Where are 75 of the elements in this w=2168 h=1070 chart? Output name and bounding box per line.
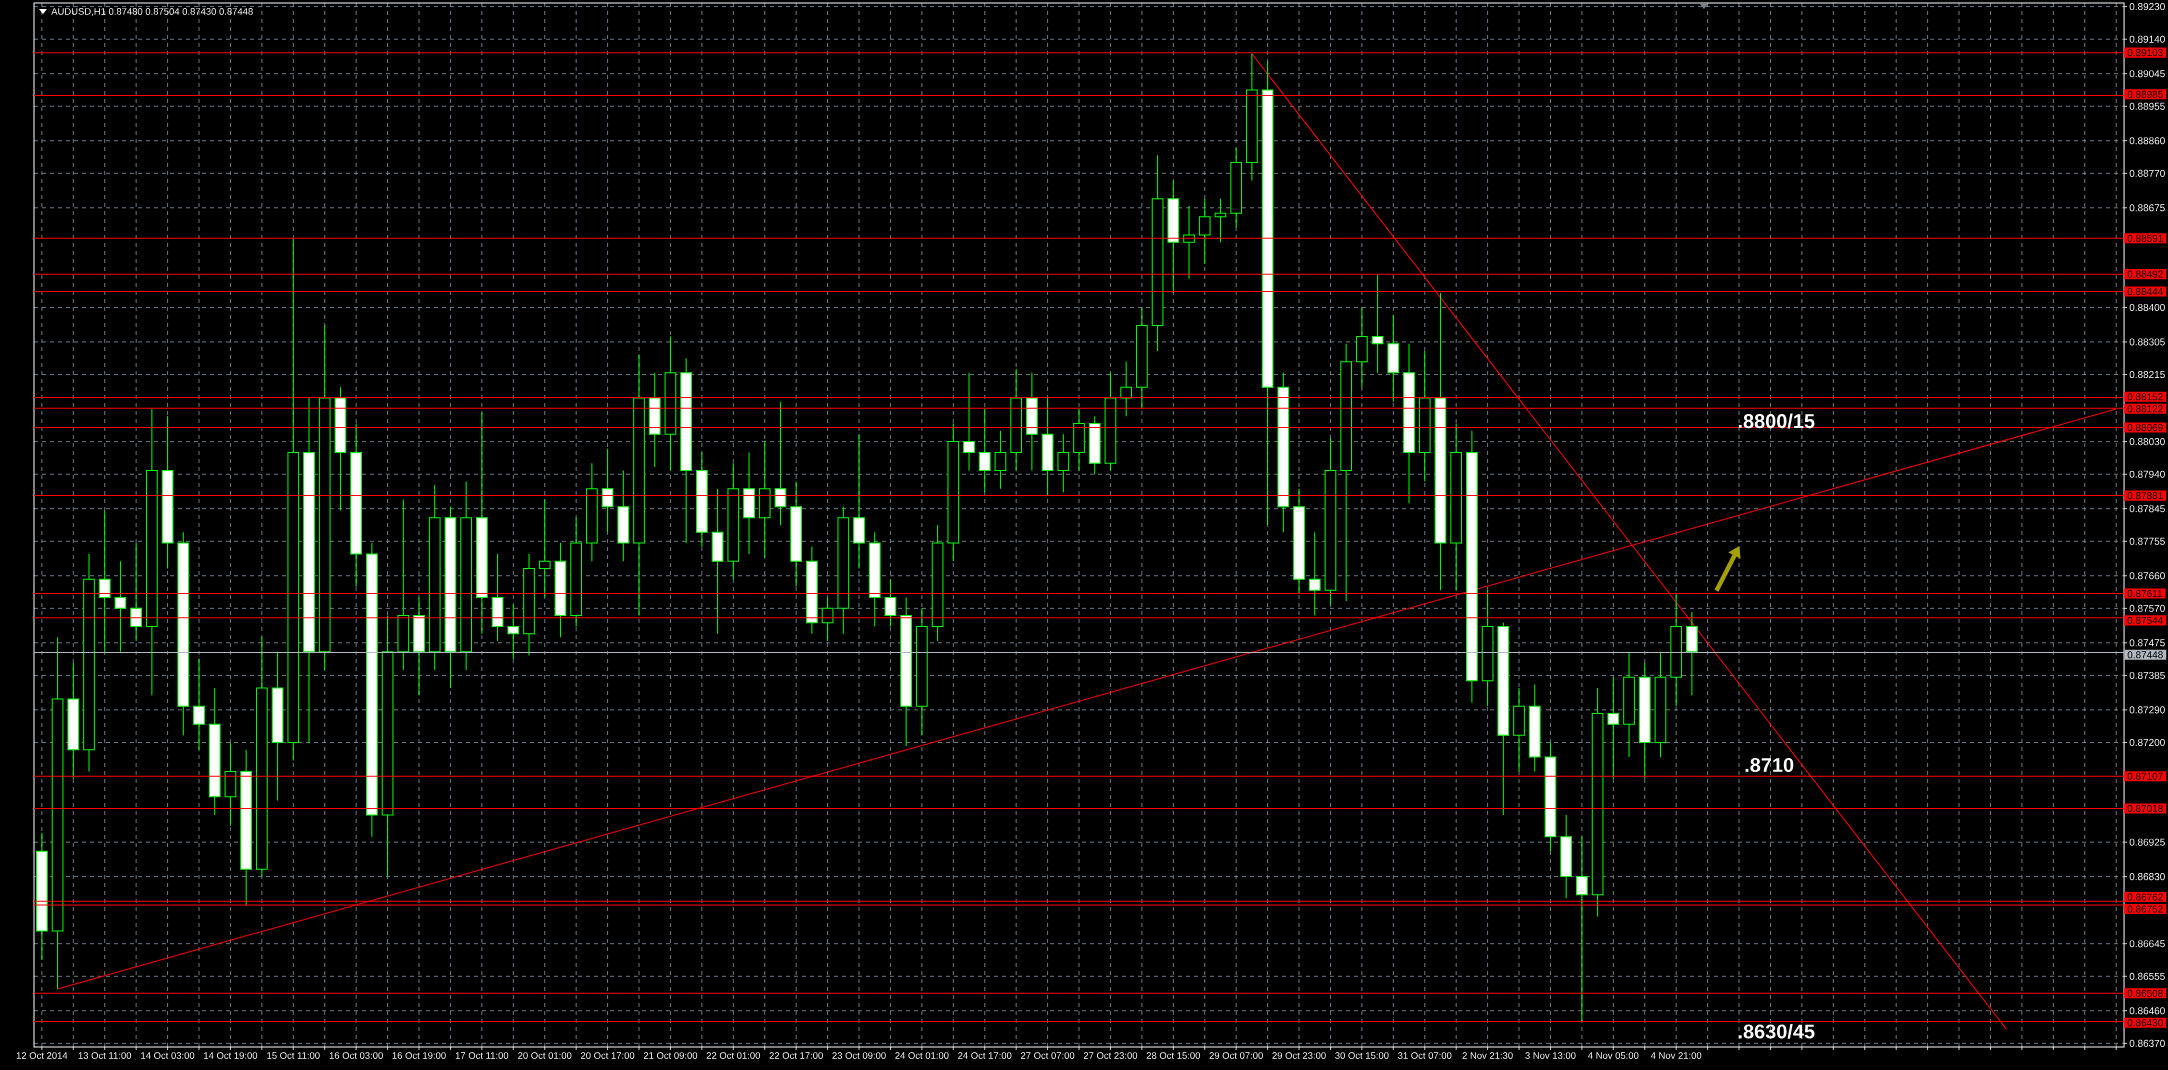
x-tick-label: 23 Oct 09:00 <box>832 1052 886 1059</box>
x-tick-label: 20 Oct 17:00 <box>580 1052 635 1059</box>
y-tick-label: 0.86830 <box>2129 873 2165 881</box>
x-tick-label: 4 Nov 21:00 <box>1650 1052 1702 1059</box>
y-tick-label: 0.89045 <box>2129 70 2165 78</box>
y-tick-label: 0.88675 <box>2129 204 2165 212</box>
chart-title: AUDUSD,H1 0.87480 0.87504 0.87430 0.87448 <box>51 8 253 16</box>
ref-line-label: 0.87544 <box>2127 616 2163 624</box>
ref-line-label: 0.87448 <box>2127 651 2163 659</box>
y-tick-label: 0.86645 <box>2129 940 2165 948</box>
y-tick-label: 0.86555 <box>2129 972 2165 980</box>
x-tick-label: 16 Oct 03:00 <box>329 1052 383 1059</box>
ref-line-label: 0.88985 <box>2127 90 2163 98</box>
ref-line-label: 0.86752 <box>2127 905 2163 913</box>
ref-line-label: 0.88069 <box>2127 423 2163 431</box>
y-tick-label: 0.87940 <box>2129 470 2165 478</box>
x-tick-label: 22 Oct 01:00 <box>706 1052 761 1059</box>
x-tick-label: 30 Oct 15:00 <box>1335 1052 1389 1059</box>
y-tick-label: 0.88030 <box>2129 438 2165 446</box>
x-tick-label: 27 Oct 07:00 <box>1020 1052 1075 1059</box>
ref-line-label: 0.87611 <box>2127 589 2163 598</box>
x-tick-label: 29 Oct 23:00 <box>1272 1052 1326 1059</box>
x-tick-label: 12 Oct 2014 <box>16 1052 68 1059</box>
ref-line-label: 0.88591 <box>2127 234 2163 242</box>
x-tick-label: 16 Oct 19:00 <box>392 1052 446 1059</box>
y-tick-label: 0.87755 <box>2129 537 2165 545</box>
annotation: .8630/45 <box>1738 1023 1815 1039</box>
y-tick-label: 0.87290 <box>2129 706 2165 714</box>
x-tick-label: 24 Oct 01:00 <box>895 1052 949 1059</box>
y-tick-label: 0.87200 <box>2129 738 2165 747</box>
annotation: .8800/15 <box>1738 413 1815 429</box>
x-tick-label: 24 Oct 17:00 <box>958 1052 1012 1059</box>
y-tick-label: 0.87845 <box>2129 505 2165 513</box>
y-tick-label: 0.89230 <box>2129 3 2165 11</box>
x-tick-label: 28 Oct 15:00 <box>1146 1052 1201 1059</box>
y-tick-label: 0.88400 <box>2129 303 2165 312</box>
y-tick-label: 0.88955 <box>2129 102 2165 110</box>
y-tick-label: 0.86460 <box>2129 1007 2165 1015</box>
x-tick-label: 29 Oct 07:00 <box>1209 1052 1263 1059</box>
ref-line-label: 0.87881 <box>2127 492 2163 500</box>
ref-line-label: 0.88152 <box>2127 393 2163 401</box>
y-tick-label: 0.86925 <box>2129 838 2165 846</box>
x-tick-label: 4 Nov 05:00 <box>1588 1052 1639 1059</box>
x-tick-label: 14 Oct 19:00 <box>204 1052 258 1059</box>
y-tick-label: 0.86370 <box>2129 1039 2165 1047</box>
x-tick-label: 22 Oct 17:00 <box>769 1052 823 1059</box>
y-tick-label: 0.89140 <box>2129 35 2165 43</box>
annotation: .8710 <box>1745 757 1794 773</box>
x-tick-label: 14 Oct 03:00 <box>141 1052 195 1059</box>
y-tick-label: 0.88860 <box>2129 137 2165 145</box>
x-tick-label: 21 Oct 09:00 <box>643 1052 698 1059</box>
x-tick-label: 13 Oct 11:00 <box>78 1052 132 1059</box>
ref-line-label: 0.86762 <box>2127 893 2163 901</box>
y-tick-label: 0.87475 <box>2129 639 2165 647</box>
ref-line-label: 0.88444 <box>2127 288 2163 296</box>
y-tick-label: 0.88305 <box>2129 338 2165 346</box>
x-tick-label: 2 Nov 21:30 <box>1462 1052 1513 1059</box>
ref-line-label: 0.88492 <box>2127 270 2163 278</box>
ref-line-label: 0.89103 <box>2127 49 2163 57</box>
ref-line-label: 0.86430 <box>2127 1019 2163 1027</box>
x-tick-label: 15 Oct 11:00 <box>267 1052 320 1059</box>
ref-line-label: 0.87018 <box>2127 804 2163 812</box>
y-tick-label: 0.87385 <box>2129 671 2165 679</box>
ref-line-label: 0.86508 <box>2127 989 2163 997</box>
ref-line-label: 0.87107 <box>2127 772 2163 780</box>
x-tick-label: 20 Oct 01:00 <box>518 1052 572 1059</box>
y-tick-label: 0.88215 <box>2129 371 2165 379</box>
ref-line-label: 0.88122 <box>2127 405 2163 413</box>
x-tick-label: 17 Oct 11:00 <box>455 1052 509 1059</box>
y-tick-label: 0.87660 <box>2129 572 2165 580</box>
x-tick-label: 3 Nov 13:00 <box>1525 1052 1576 1059</box>
y-tick-label: 0.87570 <box>2129 604 2165 612</box>
y-tick-label: 0.88770 <box>2129 169 2165 177</box>
x-tick-label: 27 Oct 23:00 <box>1083 1052 1138 1059</box>
x-tick-label: 31 Oct 07:00 <box>1398 1052 1452 1059</box>
